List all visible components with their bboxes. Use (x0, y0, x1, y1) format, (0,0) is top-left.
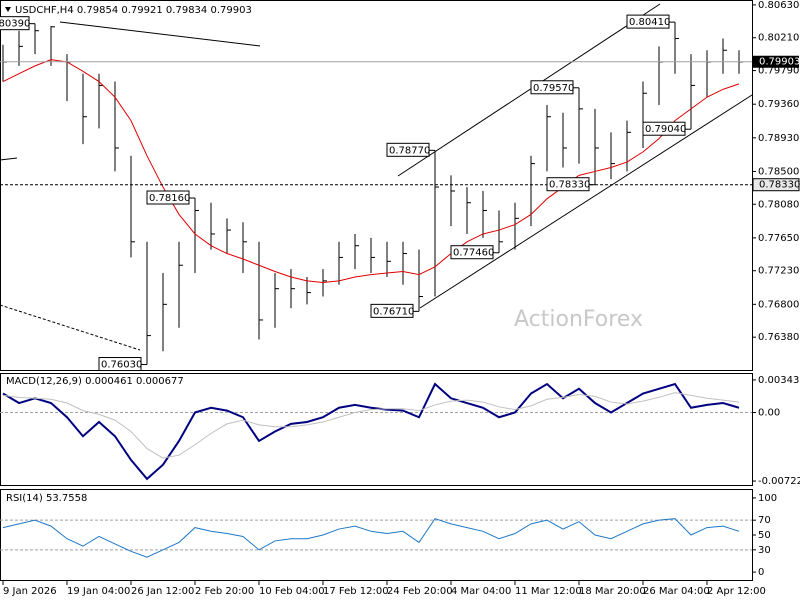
support-line (0, 304, 141, 351)
y-tick-label: 50 (758, 530, 771, 541)
moving-average (2, 59, 740, 283)
annotation-box (626, 14, 670, 29)
y-tick-label: -0.007223 (758, 476, 800, 487)
x-tick-label: 24 Feb 20:00 (387, 586, 453, 597)
x-tick-label: 2 Feb 20:00 (195, 586, 254, 597)
indicator-line (2, 518, 740, 558)
annotation-label: 0.79570 (533, 83, 574, 94)
annotation-box (530, 80, 574, 95)
annotation-box (450, 245, 494, 260)
current-price-label: 0.79903 (759, 57, 800, 68)
y-tick-label: 0.80210 (758, 33, 799, 44)
trend-lines (0, 3, 753, 351)
resistance-line (59, 21, 261, 47)
y-tick-label: 0.80630 (758, 0, 799, 11)
channel-lower (419, 94, 753, 309)
y-tick-label: 0.78500 (758, 166, 799, 177)
level-label-box (752, 178, 800, 192)
x-tick-label: 26 Mar 04:00 (643, 586, 710, 597)
annotation-label: 0.79040 (645, 124, 686, 135)
annotation-label: 0.77460 (453, 248, 494, 259)
short-line (0, 157, 18, 161)
y-tick-label: 0.79360 (758, 99, 799, 110)
annotation-box (642, 121, 686, 136)
current-price-box (753, 55, 799, 68)
annotation-label: 0.76710 (373, 306, 414, 317)
y-tick-label: 0.76800 (758, 299, 799, 310)
indicator-line (2, 392, 740, 459)
annotation-box (146, 190, 190, 205)
annotation-label: 0.76030 (101, 360, 142, 371)
annotation-box (98, 357, 142, 372)
x-tick-label: 4 Mar 04:00 (451, 586, 511, 597)
x-tick-label: 11 Mar 12:00 (515, 586, 582, 597)
annotation-label: 0.78330 (549, 180, 590, 191)
macd-pane (0, 373, 753, 486)
annotation-label: 0.80410 (629, 17, 670, 28)
y-tick-label: 100 (758, 493, 777, 504)
indicator-line (2, 382, 740, 481)
y-tick-label: 0 (758, 567, 764, 578)
annotation-box (386, 142, 430, 157)
level-label: 0.78330 (759, 180, 800, 191)
annotation-box (546, 177, 590, 192)
annotation-box (370, 303, 414, 318)
annotation-label: 0.78160 (149, 193, 190, 204)
y-tick-label: 30 (758, 545, 771, 556)
x-tick-label: 10 Feb 04:00 (259, 586, 325, 597)
annotation-box (0, 16, 30, 31)
annotation-label: 0.78770 (389, 145, 430, 156)
y-tick-label: 70 (758, 515, 771, 526)
y-tick-label: 0.78930 (758, 133, 799, 144)
x-tick-label: 26 Jan 12:00 (131, 586, 194, 597)
x-tick-label: 19 Jan 04:00 (67, 586, 130, 597)
y-tick-label: 0.003432 (758, 375, 800, 386)
annotation-label: 0.80390 (0, 19, 30, 30)
dropdown-icon (5, 7, 11, 12)
y-tick-label: 0.79790 (758, 66, 799, 77)
channel-upper (397, 3, 661, 177)
x-tick-label: 17 Feb 12:00 (323, 586, 389, 597)
x-tick-label: 18 Mar 20:00 (579, 586, 646, 597)
rsi-title: RSI(14) 53.7558 (6, 493, 87, 504)
watermark: ActionForex (514, 307, 643, 332)
y-tick-label: 0.77650 (758, 233, 799, 244)
y-tick-label: 0.77230 (758, 266, 799, 277)
x-tick-label: 2 Apr 12:00 (707, 586, 766, 597)
y-tick-label: 0.00 (758, 408, 780, 419)
x-tick-label: 9 Jan 2026 (3, 586, 57, 597)
macd-title: MACD(12,26,9) 0.000461 0.000677 (6, 376, 184, 387)
y-tick-label: 0.76380 (758, 332, 799, 343)
y-tick-label: 0.78080 (758, 199, 799, 210)
price-title: USDCHF,H4 0.79854 0.79921 0.79834 0.7990… (15, 5, 252, 16)
